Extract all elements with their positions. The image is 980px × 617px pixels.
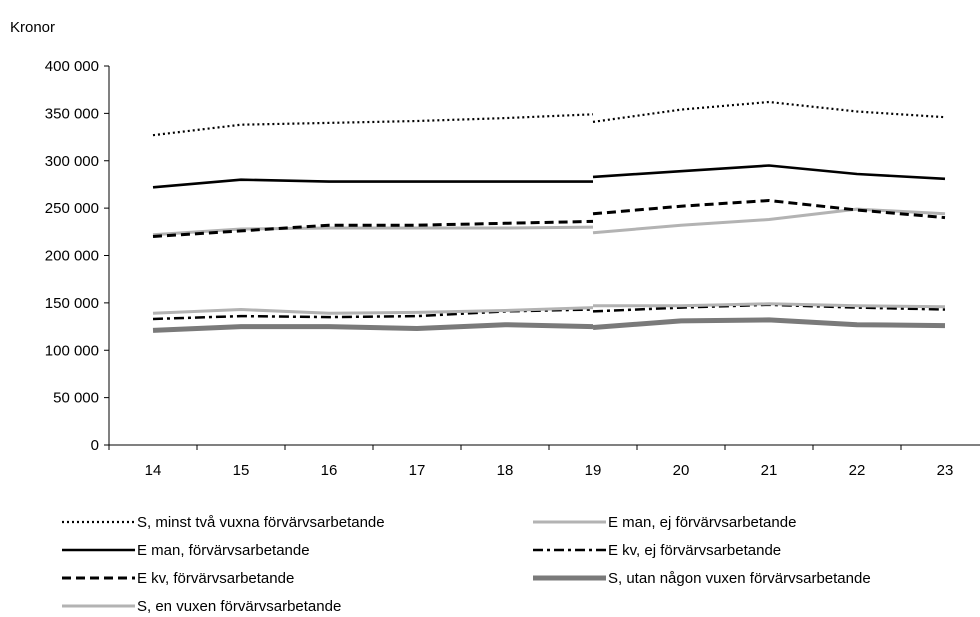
series-line-segment	[152, 178, 593, 189]
y-tick-label: 50 000	[53, 390, 99, 407]
x-tick-label: 23	[937, 462, 954, 479]
y-axis-unit-label: Kronor	[10, 19, 55, 36]
series-lines	[152, 100, 946, 333]
legend-label: E man, ej förvärvsarbetande	[608, 514, 796, 531]
series-4	[152, 199, 946, 238]
x-tick-label: 21	[761, 462, 778, 479]
legend-label: S, minst två vuxna förvärvsarbetande	[137, 514, 385, 531]
y-tick-label: 150 000	[45, 295, 99, 312]
series-6	[152, 302, 946, 315]
y-tick-label: 0	[91, 437, 99, 454]
series-line-segment	[152, 113, 594, 137]
series-line-segment	[593, 302, 946, 309]
series-line-segment	[592, 199, 946, 220]
series-1	[152, 207, 946, 237]
x-tick-label: 16	[321, 462, 338, 479]
series-0	[152, 100, 946, 137]
series-line-segment	[592, 317, 946, 330]
series-line-segment	[152, 322, 594, 333]
series-line-segment	[592, 164, 946, 181]
series-5	[152, 317, 946, 333]
legend-label: E kv, förvärvsarbetande	[137, 570, 294, 587]
series-line-segment	[592, 100, 946, 123]
x-tick-label: 22	[849, 462, 866, 479]
series-line-segment	[592, 207, 946, 235]
legend: S, minst två vuxna förvärvsarbetande E ma…	[62, 514, 871, 615]
y-axis-ticks: 0 50 000 100 000 150 000 200 000 250 000 300 0…	[45, 58, 109, 454]
series-line-segment	[152, 219, 594, 238]
x-tick-label: 20	[673, 462, 690, 479]
legend-label: S, en vuxen förvärvsarbetande	[137, 598, 341, 615]
series-line-segment	[152, 306, 594, 315]
x-tick-label: 18	[497, 462, 514, 479]
legend-label: S, utan någon vuxen förvärvsarbetande	[608, 570, 871, 587]
y-tick-label: 300 000	[45, 153, 99, 170]
y-tick-label: 100 000	[45, 342, 99, 359]
y-tick-label: 400 000	[45, 58, 99, 75]
y-tick-label: 350 000	[45, 105, 99, 122]
series-line-segment	[152, 225, 594, 237]
y-tick-label: 250 000	[45, 200, 99, 217]
series-2	[152, 164, 946, 189]
x-tick-label: 15	[233, 462, 250, 479]
x-tick-label: 17	[409, 462, 426, 479]
x-tick-label: 19	[585, 462, 602, 479]
axes	[108, 66, 980, 446]
x-tick-label: 14	[145, 462, 162, 479]
legend-label: E kv, ej förvärvsarbetande	[608, 542, 781, 559]
x-axis-ticks: 14 15 16 17 18 19 20 21 22 23	[108, 445, 954, 479]
y-tick-label: 200 000	[45, 248, 99, 265]
legend-label: E man, förvärvsarbetande	[137, 542, 310, 559]
